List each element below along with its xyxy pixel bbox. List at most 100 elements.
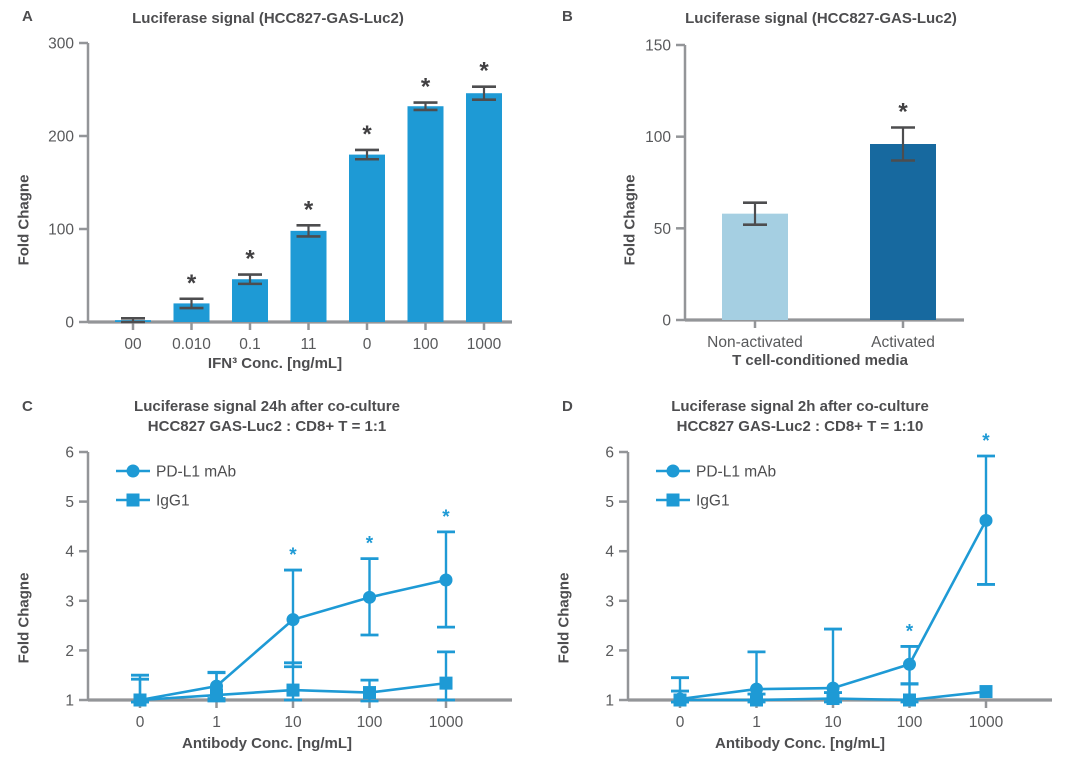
significance-asterisk: *: [245, 246, 255, 273]
y-tick-label: 0: [662, 313, 671, 330]
data-point-square: [133, 693, 147, 707]
bar: [232, 279, 268, 322]
data-point-circle: [750, 682, 763, 696]
panel-d-title-line1: Luciferase signal 2h after co-culture: [671, 398, 929, 415]
y-tick-label: 2: [605, 643, 614, 660]
x-tick-label: 10: [824, 714, 842, 731]
panel-c-x-axis-label: Antibody Conc. [ng/mL]: [182, 735, 352, 752]
panel-b-y-axis-label: Fold Chagne: [621, 174, 639, 266]
significance-asterisk: *: [982, 431, 990, 452]
panel-d-title-line2: HCC827 GAS-Luc2 : CD8+ T = 1:10: [676, 418, 924, 435]
y-tick-label: 4: [605, 544, 614, 561]
x-tick-label: Non-activated: [707, 334, 803, 351]
y-tick-label: 150: [645, 38, 671, 55]
panel-b-x-axis-label: T cell-conditioned media: [732, 352, 908, 369]
bar: [466, 93, 502, 322]
panel-c-chart: 1 2 3 4 5 6 0 1 10 100 1000 * * * PD-L1 mAb IgG1: [65, 445, 512, 731]
data-point-circle: [439, 573, 453, 587]
significance-asterisk: *: [289, 545, 297, 566]
panel-b-chart: 0 50 100 150 Non-activated Activated *: [645, 38, 964, 351]
y-tick-label: 1: [65, 693, 74, 710]
significance-asterisk: *: [479, 58, 489, 85]
bar: [870, 144, 936, 320]
data-point-circle: [363, 590, 376, 604]
x-tick-label: 0: [676, 714, 685, 731]
x-tick-label: 100: [897, 714, 923, 731]
data-point-square: [673, 693, 687, 707]
x-tick-label: 11: [300, 336, 316, 353]
y-tick-label: 6: [605, 445, 614, 462]
panel-a-title: Luciferase signal (HCC827-GAS-Luc2): [132, 9, 404, 29]
data-point-square: [750, 693, 763, 707]
x-tick-label: 1000: [467, 336, 502, 353]
panel-c-y-axis-label: Fold Chagne: [15, 572, 33, 664]
bar: [722, 213, 788, 320]
data-point-square: [826, 692, 840, 706]
panel-c-title-line2: HCC827 GAS-Luc2 : CD8+ T = 1:1: [147, 418, 387, 435]
y-tick-label: 300: [48, 36, 74, 53]
data-point-square: [903, 693, 916, 707]
y-tick-label: 4: [65, 544, 74, 561]
panel-b-letter: B: [562, 8, 573, 25]
legend-marker-square: [666, 493, 680, 507]
legend-label: PD-L1 mAb: [156, 464, 236, 481]
panel-d-x-axis-label: Antibody Conc. [ng/mL]: [715, 735, 885, 752]
panel-a-letter: A: [22, 8, 33, 25]
x-tick-label: 0.1: [239, 336, 261, 353]
panel-d-y-axis-label: Fold Chagne: [555, 572, 573, 664]
significance-asterisk: *: [304, 196, 314, 223]
panel-c-title-line1: Luciferase signal 24h after co-culture: [134, 398, 400, 415]
x-tick-label: Activated: [871, 334, 935, 351]
x-tick-label: 1: [212, 714, 221, 731]
data-point-circle: [979, 513, 993, 527]
x-tick-label: 0: [136, 714, 145, 731]
x-tick-label: 1000: [429, 714, 464, 731]
significance-asterisk: *: [187, 270, 197, 297]
panel-a-y-axis-label: Fold Chagne: [15, 174, 33, 266]
y-tick-label: 3: [605, 593, 614, 610]
data-point-square: [439, 676, 453, 690]
bar: [290, 230, 327, 322]
x-tick-label: 100: [357, 714, 383, 731]
significance-asterisk: *: [362, 121, 372, 148]
data-point-square: [363, 686, 376, 700]
panel-a-chart: 0 100 200 300 00 0.010 0.1 11 0 100 1000 * * * * * *: [48, 36, 512, 353]
y-tick-label: 5: [65, 494, 74, 511]
x-tick-label: 1000: [969, 714, 1004, 731]
data-point-circle: [286, 613, 300, 627]
panel-b-title: Luciferase signal (HCC827-GAS-Luc2): [685, 9, 957, 29]
y-tick-label: 0: [65, 315, 74, 332]
significance-asterisk: *: [906, 621, 914, 642]
y-tick-label: 2: [65, 643, 74, 660]
legend-marker-square: [126, 493, 140, 507]
bar: [407, 106, 444, 323]
x-tick-label: 0: [363, 336, 372, 353]
legend-label: IgG1: [696, 493, 730, 510]
x-tick-label: 100: [413, 336, 439, 353]
y-tick-label: 50: [654, 221, 672, 238]
x-tick-label: 1: [752, 714, 761, 731]
legend-label: IgG1: [156, 493, 190, 510]
x-tick-label: 10: [284, 714, 302, 731]
y-tick-label: 1: [605, 693, 614, 710]
legend-marker-circle: [666, 464, 680, 478]
y-tick-label: 5: [605, 494, 614, 511]
panel-a-x-axis-label: IFN³ Conc. [ng/mL]: [207, 355, 343, 372]
legend-label: PD-L1 mAb: [696, 464, 776, 481]
panel-c-letter: C: [22, 398, 33, 415]
panel-d-title: Luciferase signal 2h after co-culture HC…: [671, 397, 929, 437]
data-point-square: [979, 685, 993, 699]
bar: [349, 154, 385, 322]
data-point-square: [286, 683, 300, 697]
panel-c: 1 2 3 4 5 6 0 1 10 100 1000 * * * PD-L1 mAb IgG1 C Luci…: [0, 390, 540, 773]
panel-b: 0 50 100 150 Non-activated Activated * B Lucif…: [540, 0, 1080, 390]
panel-d: 1 2 3 4 5 6 0 1 10 100 1000 * * PD-L1 mAb IgG1 D Lucif…: [540, 390, 1080, 773]
data-point-circle: [903, 657, 916, 671]
data-point-square: [210, 688, 223, 702]
panel-a-title-text: Luciferase signal (HCC827-GAS-Luc2): [132, 10, 404, 27]
x-tick-label: 0.010: [172, 336, 211, 353]
y-tick-label: 100: [645, 129, 671, 146]
legend-marker-circle: [126, 464, 140, 478]
significance-asterisk: *: [898, 99, 908, 126]
